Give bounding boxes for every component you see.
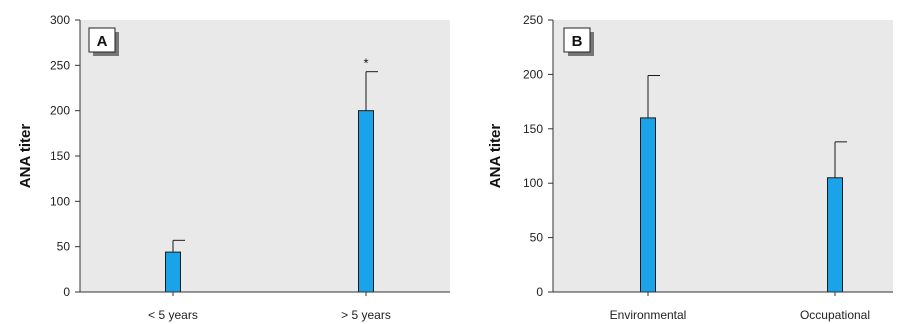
significance-marker: *	[363, 56, 368, 71]
y-tick-label: 150	[50, 149, 70, 163]
y-axis-ticks: 0 50 100 150 200 250 300	[50, 13, 80, 299]
y-tick-label: 100	[50, 194, 70, 208]
bar-series	[640, 74, 847, 293]
y-tick-label: 200	[50, 104, 70, 118]
y-tick-label: 250	[50, 58, 70, 72]
y-tick-label: 50	[57, 240, 71, 254]
x-tick-label: > 5 years	[341, 308, 391, 322]
panel-label-frame	[88, 27, 116, 53]
y-axis-title: ANA titer	[17, 124, 34, 189]
y-tick-label: 50	[530, 231, 544, 245]
y-tick-label: 0	[63, 285, 70, 299]
bar	[640, 117, 656, 293]
plot-area-background	[80, 20, 450, 292]
panel-label: B	[572, 33, 583, 50]
y-tick-label: 300	[50, 13, 70, 27]
y-tick-label: 250	[523, 13, 543, 27]
chart-panel-b: B ANA titer 0 50 100 150 200 250 Environmenta…	[487, 13, 893, 322]
bar	[827, 177, 843, 293]
x-tick-label: < 5 years	[148, 308, 198, 322]
y-tick-label: 0	[536, 285, 543, 299]
x-tick-label: Occupational	[800, 308, 870, 322]
y-axis-ticks: 0 50 100 150 200 250	[523, 13, 553, 299]
x-tick-label: Environmental	[610, 308, 687, 322]
chart-panel-a: A ANA titer 0 50 100 150 200 250 300 * < 5 yea…	[17, 13, 450, 322]
y-tick-label: 200	[523, 67, 543, 81]
panel-label: A	[97, 33, 108, 50]
bar	[165, 251, 181, 293]
panel-label-box: B	[563, 27, 594, 56]
y-tick-label: 150	[523, 122, 543, 136]
panel-label-box: A	[88, 27, 119, 56]
bar	[358, 110, 374, 293]
y-axis-title: ANA titer	[487, 124, 504, 189]
x-axis-ticks: < 5 years > 5 years	[148, 292, 391, 322]
panel-label-frame	[563, 27, 591, 53]
x-axis-ticks: Environmental Occupational	[610, 292, 870, 322]
y-tick-label: 100	[523, 176, 543, 190]
